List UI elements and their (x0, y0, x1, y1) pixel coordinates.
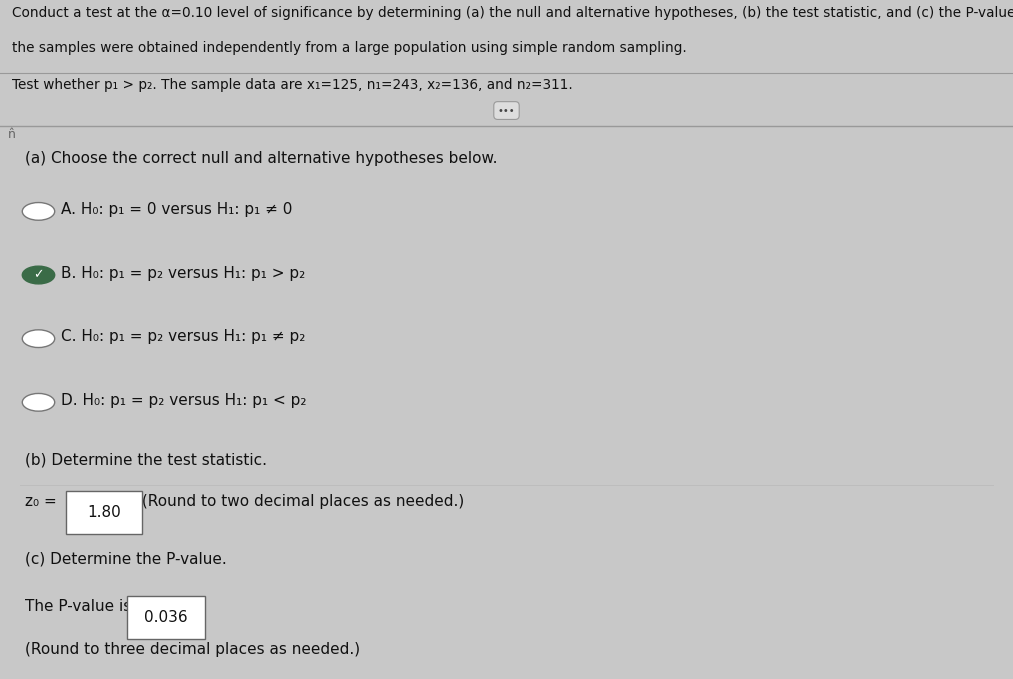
Text: z₀ =: z₀ = (25, 494, 62, 509)
Text: ✓: ✓ (33, 268, 44, 282)
Text: •••: ••• (497, 105, 516, 115)
Circle shape (22, 202, 55, 220)
Text: (Round to three decimal places as needed.): (Round to three decimal places as needed… (25, 642, 361, 657)
Text: (a) Choose the correct null and alternative hypotheses below.: (a) Choose the correct null and alternat… (25, 151, 497, 166)
Text: (c) Determine the P-value.: (c) Determine the P-value. (25, 552, 227, 567)
FancyBboxPatch shape (66, 491, 142, 534)
Text: C. H₀: p₁ = p₂ versus H₁: p₁ ≠ p₂: C. H₀: p₁ = p₂ versus H₁: p₁ ≠ p₂ (61, 329, 305, 344)
Text: B. H₀: p₁ = p₂ versus H₁: p₁ > p₂: B. H₀: p₁ = p₂ versus H₁: p₁ > p₂ (61, 265, 305, 280)
Text: 1.80: 1.80 (87, 505, 121, 520)
Circle shape (22, 330, 55, 348)
Text: n̂: n̂ (8, 128, 16, 141)
Text: .: . (198, 599, 203, 614)
Circle shape (22, 393, 55, 411)
Circle shape (22, 266, 55, 284)
FancyBboxPatch shape (127, 596, 205, 639)
Text: (b) Determine the test statistic.: (b) Determine the test statistic. (25, 452, 267, 467)
Text: the samples were obtained independently from a large population using simple ran: the samples were obtained independently … (12, 41, 687, 56)
Text: The P-value is: The P-value is (25, 599, 137, 614)
Text: D. H₀: p₁ = p₂ versus H₁: p₁ < p₂: D. H₀: p₁ = p₂ versus H₁: p₁ < p₂ (61, 393, 306, 408)
Text: Conduct a test at the α​=​0.10 level of significance by determining (a) the null: Conduct a test at the α​=​0.10 level of … (12, 6, 1013, 20)
Text: (Round to two decimal places as needed.): (Round to two decimal places as needed.) (137, 494, 464, 509)
Text: A. H₀: p₁ = 0 versus H₁: p₁ ≠ 0: A. H₀: p₁ = 0 versus H₁: p₁ ≠ 0 (61, 202, 292, 217)
Text: Test whether p₁ > p₂. The sample data are x₁​=​125, n₁​=​243, x₂​=​136, and n₂​=: Test whether p₁ > p₂. The sample data ar… (12, 78, 573, 92)
Text: 0.036: 0.036 (144, 610, 187, 625)
